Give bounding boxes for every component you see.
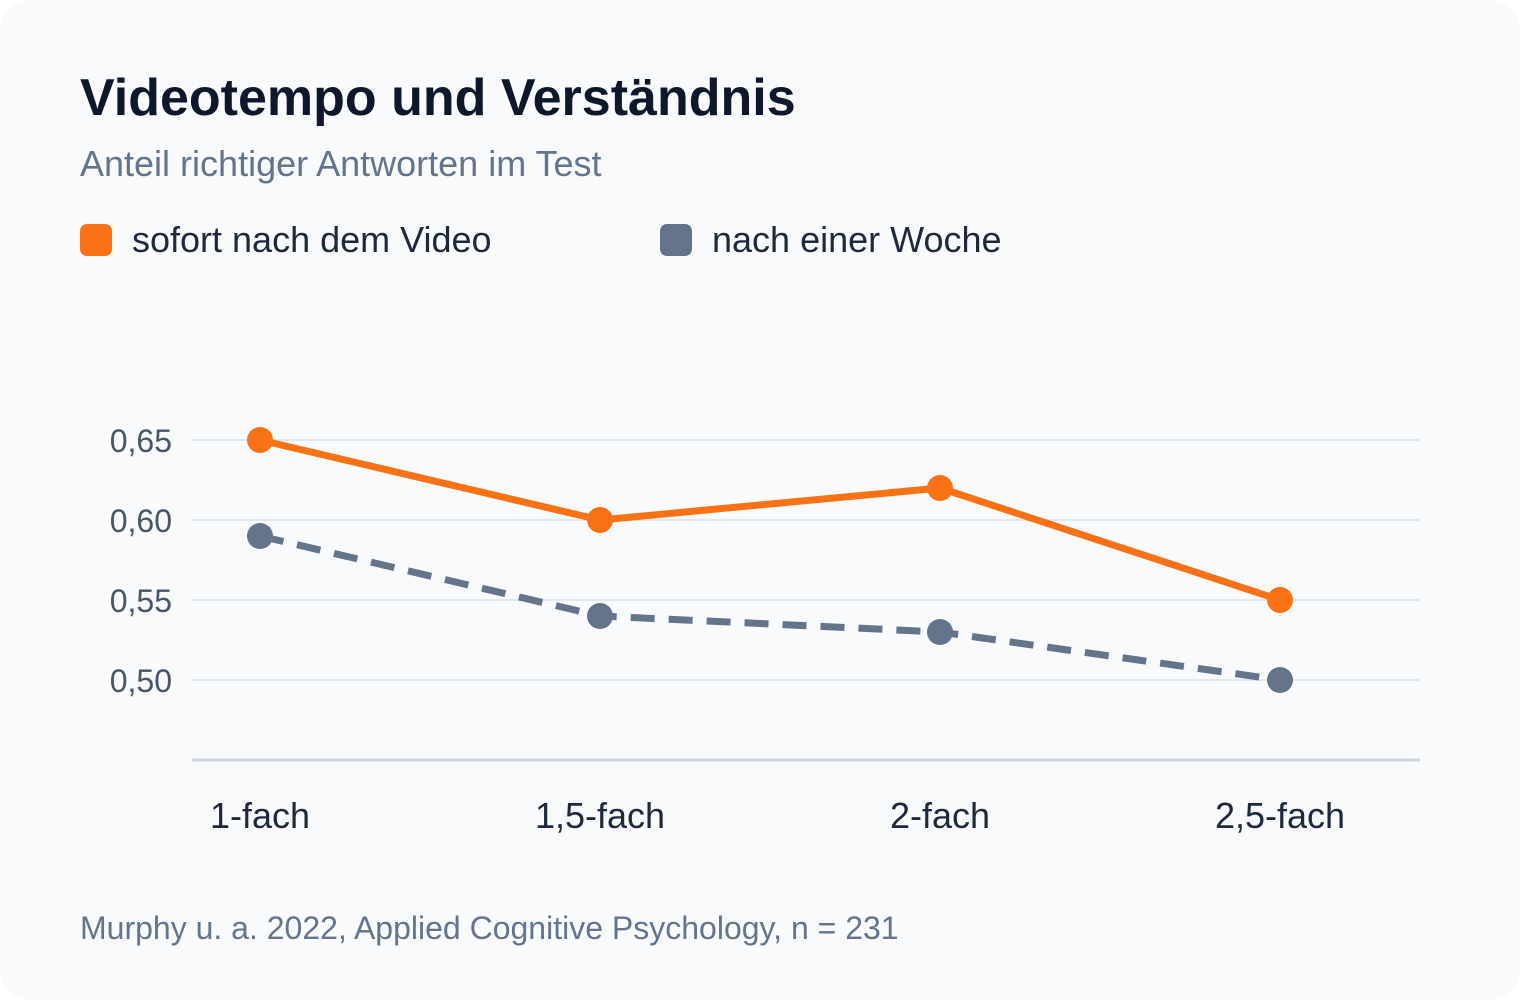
y-tick-label: 0,55 [110, 583, 172, 619]
y-tick-label: 0,50 [110, 663, 172, 699]
chart-title: Videotempo und Verständnis [80, 69, 796, 127]
y-tick-label: 0,65 [110, 423, 172, 459]
legend-label-woche: nach einer Woche [712, 219, 1002, 260]
source-note: Murphy u. a. 2022, Applied Cognitive Psy… [80, 910, 899, 946]
chart-subtitle: Anteil richtiger Antworten im Test [80, 143, 602, 184]
x-tick-label: 1-fach [210, 795, 310, 836]
data-point-sofort [247, 427, 273, 453]
series-line-sofort [256, 436, 1284, 604]
legend-swatch-sofort [80, 224, 112, 256]
legend-label-sofort: sofort nach dem Video [132, 219, 492, 260]
legend-swatch-woche [660, 224, 692, 256]
x-tick-label: 2-fach [890, 795, 990, 836]
legend-item-sofort: sofort nach dem Video [80, 218, 492, 262]
data-point-woche [587, 603, 613, 629]
data-point-sofort [1267, 587, 1293, 613]
x-tick-label: 2,5-fach [1215, 795, 1345, 836]
series-line-woche [259, 532, 1281, 684]
legend-item-woche: nach einer Woche [660, 218, 1002, 262]
data-point-sofort [587, 507, 613, 533]
data-point-woche [927, 619, 953, 645]
x-tick-label: 1,5-fach [535, 795, 665, 836]
data-point-sofort [927, 475, 953, 501]
y-tick-label: 0,60 [110, 503, 172, 539]
data-point-woche [247, 523, 273, 549]
data-point-woche [1267, 667, 1293, 693]
